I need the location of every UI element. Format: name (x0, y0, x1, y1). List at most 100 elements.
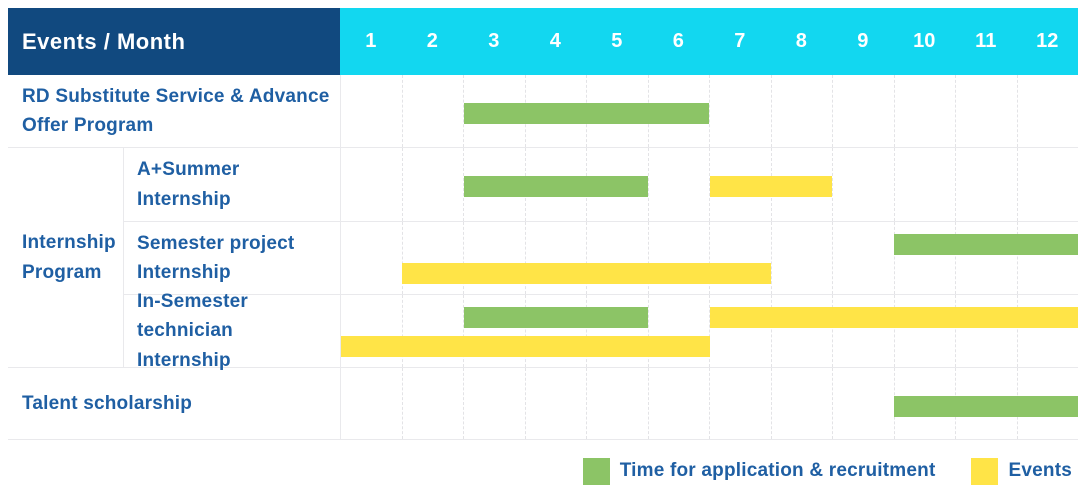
month-grid-cell (709, 368, 771, 439)
table-row: Semester project Internship (124, 221, 1078, 294)
month-gridlines (341, 75, 1078, 147)
month-grid-cell (586, 295, 648, 367)
month-grid-cell (524, 222, 587, 294)
month-header-cell: 2 (426, 30, 438, 52)
table-row: RD Substitute Service & Advance Offer Pr… (8, 75, 1078, 148)
gantt-cells-semester-project (340, 222, 1078, 294)
event-bar (402, 263, 771, 284)
month-grid-cell (955, 222, 1017, 294)
month-gridlines (341, 295, 1078, 367)
row-label-semester-project-internship: Semester project Internship (137, 232, 295, 283)
gantt-cells-talent-scholarship (340, 368, 1078, 439)
group-label-internship-program: Internship Program (8, 148, 124, 367)
month-grid-cell (1016, 295, 1079, 367)
row-label-talent-scholarship: Talent scholarship (22, 392, 193, 414)
application-bar (463, 176, 649, 197)
row-label-a-plus-summer-internship: A+Summer Internship (137, 159, 240, 210)
row-label-in-semester-technician-internship: In-Semester technician Internship (137, 290, 248, 371)
month-grid-cell (463, 75, 525, 147)
application-bar (463, 307, 649, 328)
month-grid-cell (401, 368, 464, 439)
month-gridlines (341, 222, 1078, 294)
month-header-cell: 12 (1036, 30, 1059, 52)
table-row: Talent scholarship (8, 368, 1078, 440)
month-header-cell: 5 (611, 30, 623, 52)
event-bar (709, 307, 1078, 328)
application-bar (893, 234, 1078, 255)
month-grid-cell (832, 295, 894, 367)
month-grid-cell (893, 148, 956, 221)
events-month-gantt-table: Events / Month 1 2 3 4 5 6 7 8 9 10 11 12 RD Substi… (8, 8, 1078, 440)
month-header-cell: 8 (795, 30, 807, 52)
month-grid-cell (832, 75, 894, 147)
table-row: A+Summer Internship (124, 148, 1078, 221)
events-month-header-cell: Events / Month (8, 8, 340, 75)
month-grid-cell (463, 222, 525, 294)
month-grid-cell (647, 222, 710, 294)
month-grid-cell (832, 222, 894, 294)
table-row-group-internship: Internship Program A+Summer Internship S… (8, 148, 1078, 371)
month-header-cell: 6 (672, 30, 684, 52)
table-header-row: Events / Month 1 2 3 4 5 6 7 8 9 10 11 12 (8, 8, 1078, 75)
legend-swatch-application (582, 457, 610, 485)
month-grid-cell (832, 148, 894, 221)
internship-program-subrows: A+Summer Internship Semester project Int… (124, 148, 1078, 371)
month-grid-cell (401, 295, 464, 367)
month-grid-cell (1016, 148, 1079, 221)
legend-swatch-events (971, 457, 999, 485)
month-grid-cell (893, 295, 956, 367)
month-grid-cell (770, 222, 833, 294)
month-grid-cell (586, 368, 648, 439)
month-grid-cell (955, 148, 1017, 221)
table-row: In-Semester technician Internship (124, 290, 1078, 371)
month-grid-cell (770, 295, 833, 367)
month-header-cell: 10 (913, 30, 936, 52)
month-grid-cell (401, 75, 464, 147)
month-grid-cell (955, 75, 1017, 147)
month-grid-cell (709, 148, 771, 221)
application-bar (463, 103, 710, 124)
gantt-cells-rd-substitute (340, 75, 1078, 147)
month-grid-cell (463, 148, 525, 221)
month-grid-cell (586, 222, 648, 294)
month-grid-cell (1016, 75, 1079, 147)
legend-item-events: Events (971, 457, 1072, 485)
month-header-cell: 11 (975, 30, 997, 52)
month-grid-cell (463, 295, 525, 367)
month-grid-cell (524, 368, 587, 439)
legend-label-events: Events (1008, 460, 1072, 481)
month-grid-cell (1016, 222, 1079, 294)
month-grid-cell (647, 148, 710, 221)
month-grid-cell (647, 295, 710, 367)
legend-label-application: Time for application & recruitment (619, 460, 936, 481)
month-grid-cell (341, 75, 402, 147)
month-grid-cell (341, 222, 402, 294)
legend: Time for application & recruitment Event… (582, 456, 1072, 486)
month-grid-cell (401, 148, 464, 221)
month-grid-cell (524, 295, 587, 367)
month-grid-cell (709, 222, 771, 294)
month-grid-cell (770, 368, 833, 439)
month-grid-cell (709, 295, 771, 367)
month-header-cell: 9 (857, 30, 869, 52)
month-header-row: 1 2 3 4 5 6 7 8 9 10 11 12 (340, 8, 1078, 75)
month-grid-cell (647, 368, 710, 439)
month-grid-cell (770, 75, 833, 147)
month-grid-cell (709, 75, 771, 147)
event-bar (709, 176, 833, 197)
month-header-cell: 3 (488, 30, 500, 52)
month-header-cell: 4 (549, 30, 561, 52)
month-grid-cell (832, 368, 894, 439)
month-grid-cell (463, 368, 525, 439)
legend-item-application: Time for application & recruitment (582, 457, 936, 485)
gantt-cells-a-plus-summer (340, 148, 1078, 221)
month-header-cell: 7 (734, 30, 746, 52)
application-bar (893, 396, 1078, 417)
row-label-rd-substitute-service: RD Substitute Service & Advance Offer Pr… (22, 85, 330, 136)
gantt-cells-in-semester-technician (340, 295, 1078, 367)
month-grid-cell (893, 75, 956, 147)
month-header-cell: 1 (365, 30, 377, 52)
month-grid-cell (893, 222, 956, 294)
event-bar (341, 336, 710, 357)
